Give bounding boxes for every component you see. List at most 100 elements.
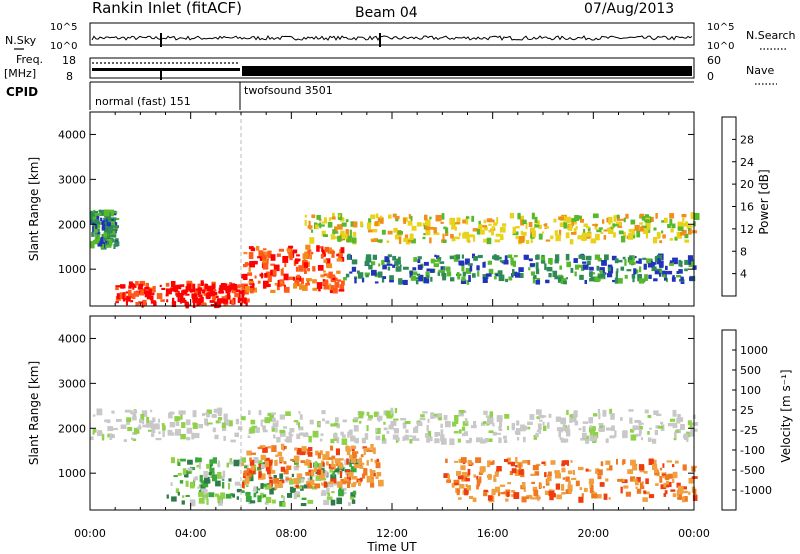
scatter-cell [133, 291, 139, 297]
scatter-cell [621, 235, 626, 243]
scatter-cell [437, 257, 442, 261]
scatter-cell [387, 266, 391, 271]
scatter-cell [461, 264, 465, 272]
scatter-cell [672, 409, 677, 417]
scatter-cell [682, 434, 688, 439]
scatter-cell [615, 221, 622, 226]
scatter-cell [254, 275, 257, 279]
scatter-cell [296, 486, 303, 489]
scatter-cell [607, 267, 611, 272]
scatter-cell [591, 493, 598, 498]
scatter-cell [668, 473, 673, 479]
scatter-cell [142, 418, 145, 425]
scatter-cell [688, 225, 693, 228]
scatter-cell [370, 214, 376, 220]
scatter-cell [502, 223, 507, 227]
scatter-cell [238, 291, 245, 299]
scatter-cell [665, 265, 668, 270]
scatter-cell [573, 258, 578, 263]
scatter-cell [217, 472, 222, 479]
scatter-cell [213, 408, 217, 413]
scatter-cell [211, 283, 216, 290]
power-x-ticks [89, 112, 695, 306]
scatter-cell [197, 283, 201, 291]
scatter-cell [521, 231, 527, 236]
scatter-cell [422, 222, 426, 227]
date-title: 07/Aug/2013 [584, 1, 674, 17]
scatter-cell [228, 420, 233, 427]
scatter-cell [315, 475, 322, 481]
beam-title: Beam 04 [355, 5, 418, 21]
scatter-cell [217, 417, 222, 424]
scatter-cell [608, 497, 611, 500]
scatter-cell [477, 271, 480, 277]
scatter-cell [333, 231, 339, 234]
scatter-cell [389, 280, 394, 283]
scatter-cell [296, 254, 300, 257]
scatter-cell [351, 483, 356, 488]
scatter-cell [133, 284, 137, 288]
scatter-cell [608, 229, 614, 234]
scatter-cell [190, 283, 196, 290]
scatter-cell [115, 217, 120, 220]
scatter-cell [353, 221, 358, 228]
scatter-cell [530, 473, 536, 476]
scatter-cell [463, 431, 468, 436]
scatter-cell [312, 287, 318, 291]
scatter-cell [95, 224, 98, 229]
scatter-cell [296, 473, 303, 479]
scatter-cell [349, 462, 352, 467]
scatter-cell [495, 273, 500, 277]
scatter-cell [550, 235, 554, 240]
colorbar-tick-label: -500 [740, 464, 765, 477]
scatter-cell [284, 439, 287, 442]
scatter-cell [284, 286, 290, 293]
scatter-cell [425, 225, 430, 231]
scatter-cell [271, 478, 276, 484]
scatter-cell [207, 285, 213, 292]
scatter-cell [680, 424, 685, 430]
scatter-cell [234, 432, 239, 437]
scatter-cell [349, 454, 353, 459]
scatter-cell [318, 462, 323, 467]
frequency-panel: Freq. [MHz] 18 8 60 0 Nave [4, 53, 777, 85]
scatter-cell [369, 469, 372, 473]
scatter-cell [390, 407, 394, 414]
scatter-cell [196, 464, 200, 468]
scatter-cell [208, 492, 215, 498]
scatter-cell [279, 429, 285, 434]
scatter-cell [248, 280, 255, 284]
scatter-cell [197, 291, 202, 294]
scatter-cell [249, 474, 254, 482]
scatter-cell [413, 427, 419, 433]
scatter-cell [303, 262, 309, 268]
scatter-cell [276, 285, 280, 291]
scatter-cell [437, 271, 441, 276]
scatter-cell [568, 224, 573, 231]
scatter-cell [645, 217, 650, 221]
scatter-cell [483, 410, 488, 415]
scatter-cell [252, 260, 258, 265]
scatter-cell [336, 497, 342, 505]
scatter-cell [666, 460, 673, 463]
scatter-cell [285, 411, 291, 416]
scatter-cell [492, 431, 497, 436]
scatter-cell [594, 224, 597, 227]
scatter-cell [516, 420, 520, 426]
scatter-cell [264, 417, 271, 424]
scatter-cell [554, 230, 558, 236]
scatter-cell [609, 435, 616, 439]
scatter-cell [308, 436, 312, 443]
scatter-cell [284, 445, 287, 450]
scatter-cell [365, 274, 369, 278]
scatter-cell [316, 245, 320, 252]
scatter-cell [122, 297, 126, 302]
scatter-cell [101, 223, 106, 231]
scatter-cell [268, 474, 272, 479]
scatter-cell [309, 225, 312, 230]
scatter-cell [273, 478, 279, 484]
scatter-cell [407, 220, 413, 226]
scatter-cell [535, 262, 539, 269]
scatter-cell [331, 455, 336, 460]
scatter-cell [301, 277, 304, 285]
